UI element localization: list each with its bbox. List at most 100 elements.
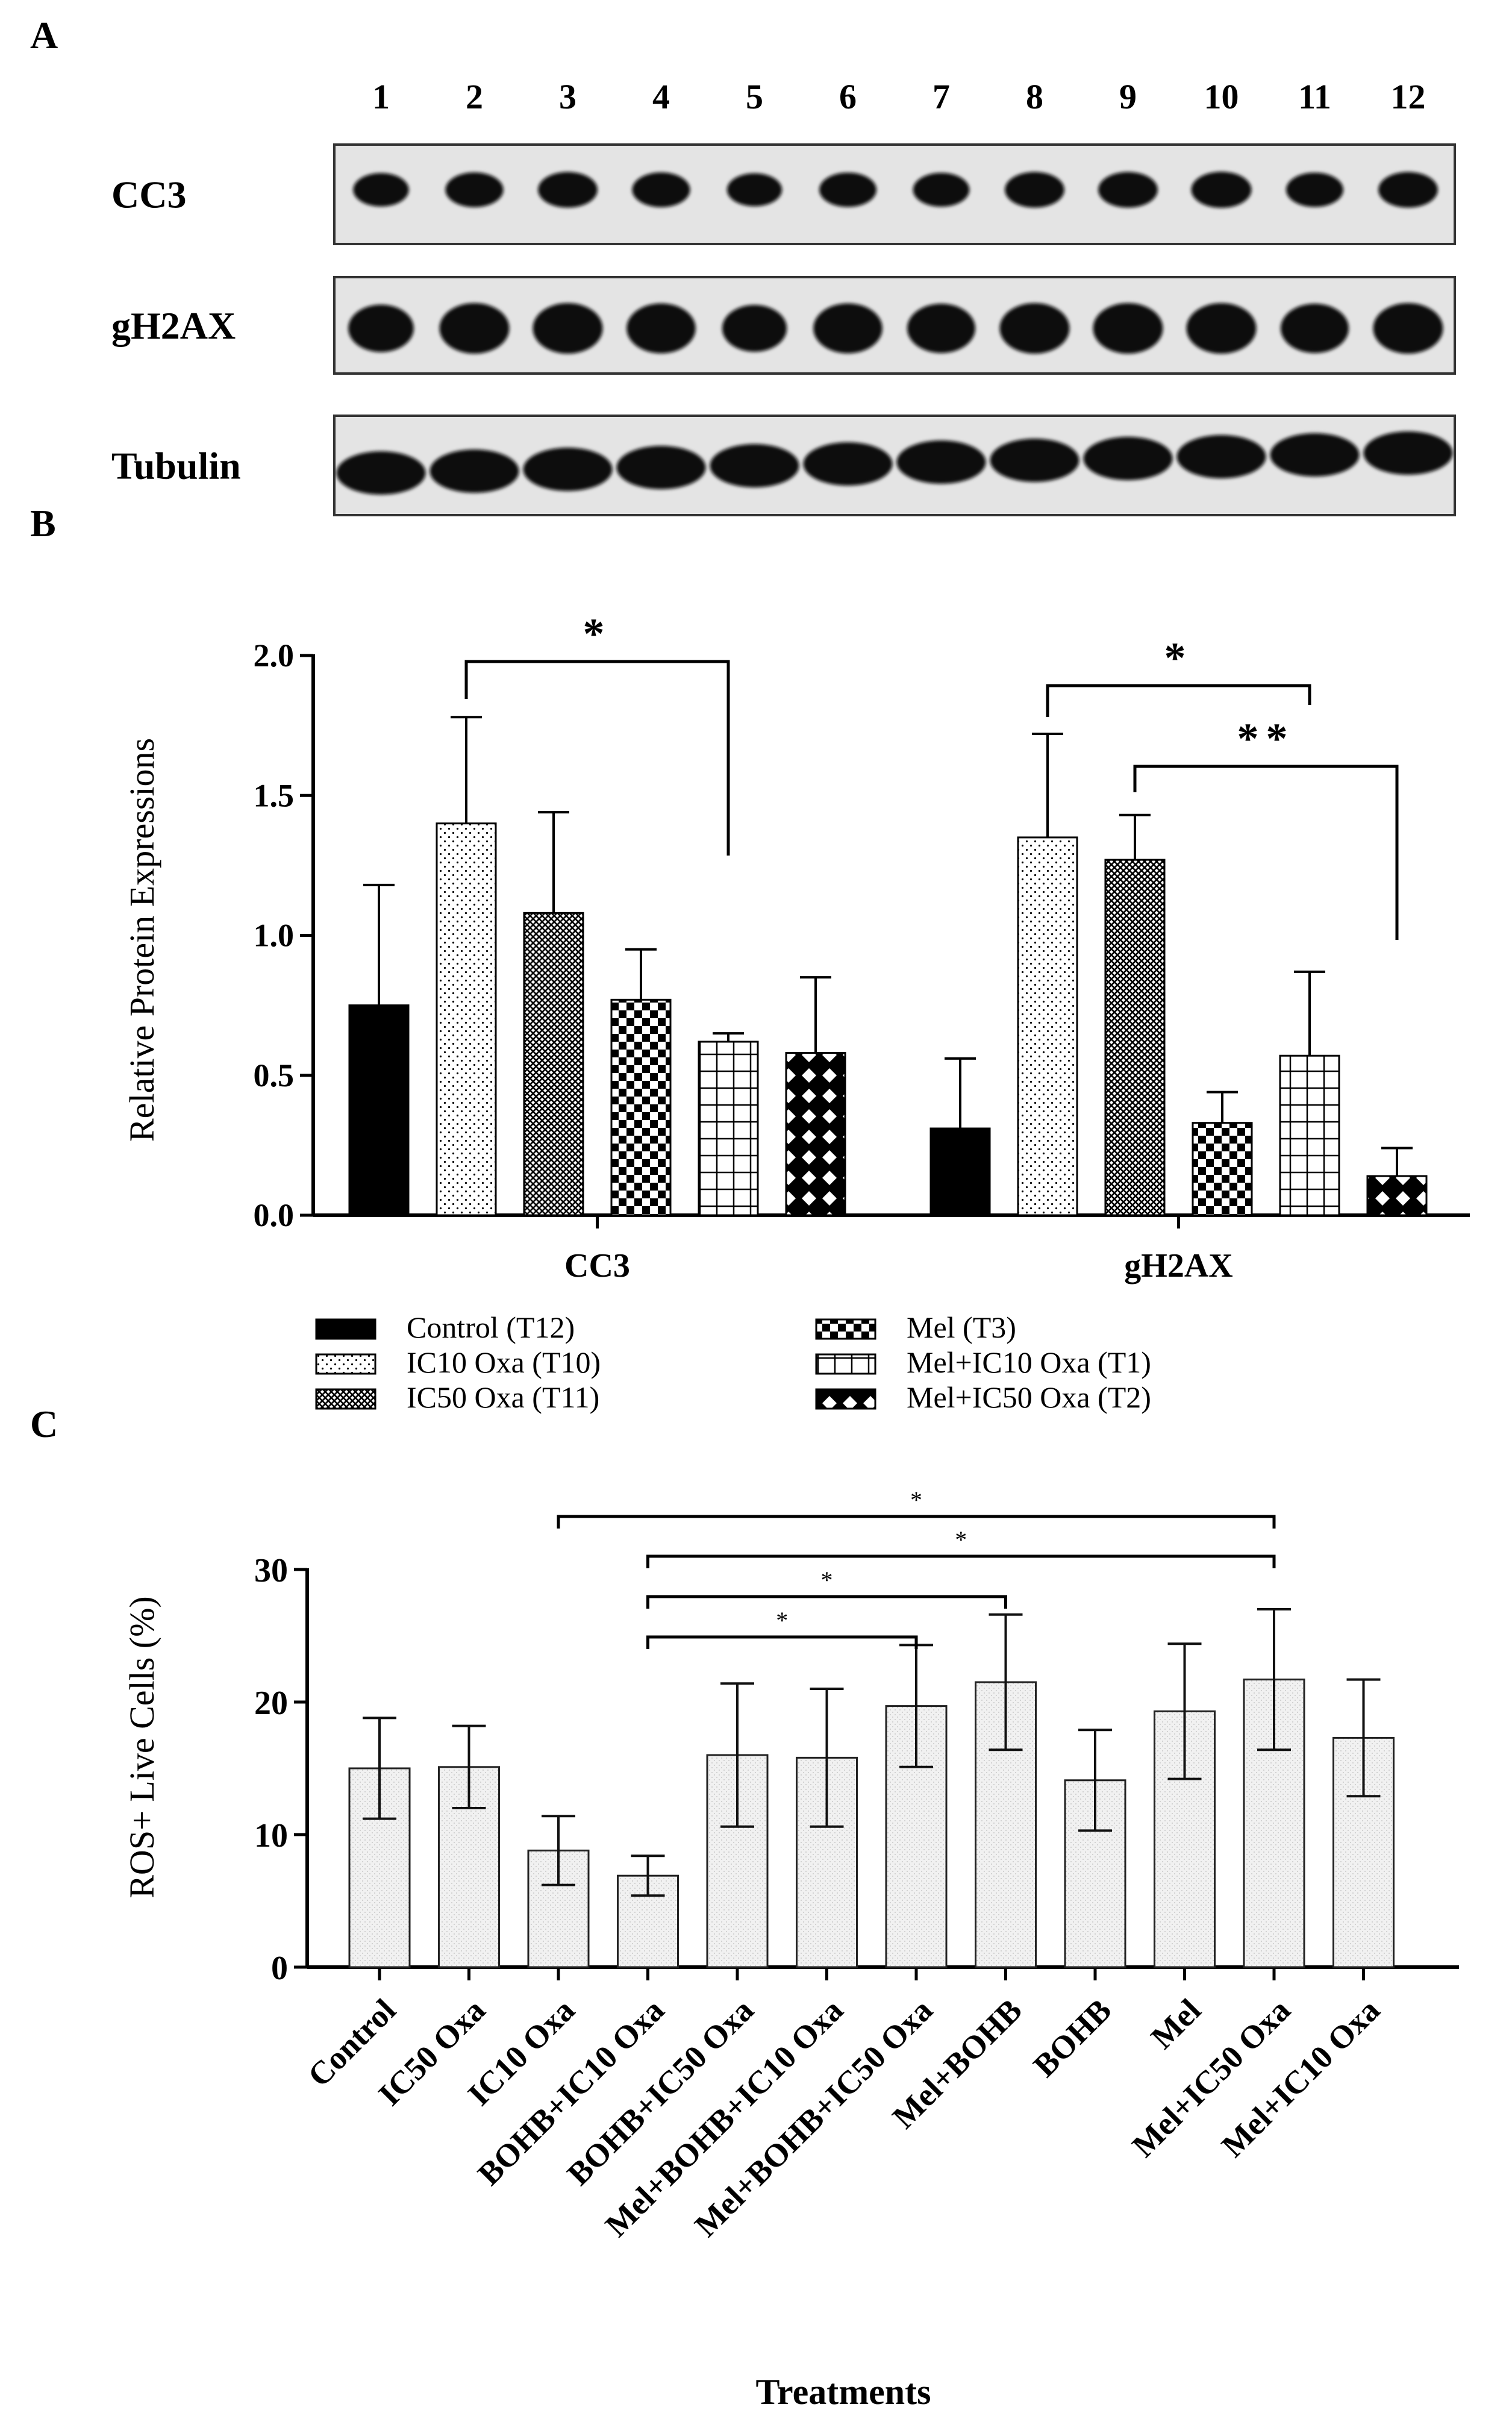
panel-b-legend-swatch-mel-t3	[815, 1318, 876, 1340]
panel-c-significance-bracket-4	[646, 1635, 918, 1649]
blot-band-gh2ax-lane-6	[813, 303, 883, 354]
panel-b-bar-gh2ax-mel-ic10-oxa-t1	[1279, 1054, 1340, 1216]
panel-b-legend-label-ic50-oxa-t11: IC50 Oxa (T11)	[407, 1380, 599, 1414]
panel-c-significance-label-2: *	[955, 1526, 967, 1553]
lane-number-2: 2	[466, 77, 483, 116]
panel-c-bars	[348, 1608, 1395, 1968]
blot-band-gh2ax-lane-1	[348, 304, 414, 352]
blot-band-tubulin-lane-8	[990, 439, 1079, 482]
panel-b-bar-cc3-mel-ic50-oxa-t2	[785, 1052, 846, 1216]
panel-b-significance-label-1: *	[583, 610, 612, 658]
blot-band-cc3-lane-7	[913, 172, 970, 207]
panel-c-significance-label-4: *	[776, 1607, 788, 1634]
blot-band-tubulin-lane-5	[710, 444, 799, 487]
panel-c-x-tick-label-mel-ic10-oxa: Mel+IC10 Oxa	[1214, 1992, 1387, 2164]
panel-b-y-tick-label-1-0: 1.0	[254, 918, 295, 954]
blot-band-cc3-lane-8	[1005, 172, 1064, 208]
panel-b: B Relative Protein Expressions 0.0 0.5 1.0…	[30, 502, 1470, 1414]
panel-b-label: B	[30, 502, 56, 545]
panel-b-bars	[348, 716, 1428, 1216]
blot-band-gh2ax-lane-11	[1280, 304, 1349, 353]
blot-band-gh2ax-lane-9	[1093, 303, 1163, 354]
lane-number-1: 1	[372, 77, 390, 116]
lane-number-6: 6	[839, 77, 857, 116]
panel-c-x-tick-label-mel-ic50-oxa: Mel+IC50 Oxa	[1125, 1992, 1298, 2164]
panel-b-x-tick-label-cc3: CC3	[564, 1247, 630, 1285]
blot-band-tubulin-lane-12	[1363, 431, 1453, 475]
lane-number-4: 4	[652, 77, 670, 116]
panel-b-legend-swatch-mel-ic10-oxa-t1	[815, 1353, 876, 1375]
blot-band-gh2ax-lane-10	[1186, 303, 1257, 354]
blot-band-tubulin-lane-6	[803, 442, 893, 486]
panel-c-significance-label-3: *	[821, 1566, 833, 1594]
blot-band-tubulin-lane-1	[336, 451, 426, 495]
panel-b-significance-label-3: **	[1237, 715, 1295, 763]
panel-c-y-tick-label-20: 20	[254, 1685, 288, 1722]
panel-b-legend-label-control-t12: Control (T12)	[407, 1310, 575, 1344]
blot-band-gh2ax-lane-2	[439, 303, 510, 354]
panel-c-y-tick-label-30: 30	[254, 1552, 288, 1589]
panel-b-significance-bracket-2	[1046, 684, 1311, 717]
panel-c-x-tick-label-bohb: BOHB	[1026, 1992, 1119, 2084]
panel-b-significance-label-2: *	[1164, 634, 1193, 682]
lane-number-12: 12	[1391, 77, 1426, 116]
panel-b-bar-cc3-ic10-oxa-t10	[436, 822, 497, 1216]
blot-band-gh2ax-lane-7	[907, 304, 976, 353]
lane-number-8: 8	[1026, 77, 1043, 116]
panel-b-y-tick-label-2-0: 2.0	[254, 637, 295, 674]
blot-band-cc3-lane-11	[1286, 172, 1343, 207]
panel-c-x-axis-title: Treatments	[755, 2372, 931, 2412]
panel-b-legend-swatch-ic10-oxa-t10	[315, 1353, 376, 1375]
panel-c-bar-mel-ic50-oxa	[1243, 1679, 1305, 1968]
blot-band-tubulin-lane-10	[1176, 435, 1266, 478]
panel-b-bar-cc3-ic50-oxa-t11	[523, 912, 584, 1216]
blot-label-cc3: CC3	[111, 174, 186, 216]
panel-b-bar-gh2ax-ic10-oxa-t10	[1017, 836, 1078, 1216]
blot-band-cc3-lane-12	[1378, 172, 1438, 208]
panel-b-y-tick-label-0-0: 0.0	[254, 1197, 295, 1233]
panel-b-significance-bracket-1	[464, 660, 730, 856]
panel-b-x-tick-label-gh2ax: gH2AX	[1124, 1247, 1232, 1285]
lane-number-9: 9	[1119, 77, 1137, 116]
panel-c-x-tick-label-mel: Mel	[1144, 1992, 1208, 2056]
panel-b-bar-gh2ax-control-t12	[929, 1127, 991, 1216]
panel-c-significance-bracket-1	[557, 1515, 1276, 1529]
lane-number-3: 3	[559, 77, 576, 116]
blot-membrane-tubulin	[333, 415, 1456, 516]
panel-c-y-tick-label-10: 10	[254, 1817, 288, 1854]
blot-band-tubulin-lane-11	[1270, 433, 1360, 477]
panel-b-legend-swatch-control-t12	[315, 1318, 376, 1340]
blot-band-cc3-lane-2	[445, 172, 504, 207]
panel-c-label: C	[30, 1403, 58, 1445]
blot-band-gh2ax-lane-8	[999, 303, 1070, 354]
panel-b-axes: 0.0 0.5 1.0 1.5 2.0 CC3 gH2AX	[254, 637, 1470, 1285]
blot-band-tubulin-lane-2	[430, 449, 519, 493]
panel-c-y-axis-title: ROS+ Live Cells (%)	[122, 1596, 161, 1898]
blot-band-gh2ax-lane-3	[533, 303, 603, 354]
lane-number-10: 10	[1204, 77, 1239, 116]
panel-b-legend-label-mel-t3: Mel (T3)	[907, 1310, 1016, 1344]
panel-b-y-tick-label-0-5: 0.5	[254, 1057, 295, 1094]
panel-b-bar-gh2ax-mel-ic50-oxa-t2	[1366, 1175, 1428, 1216]
panel-b-legend-label-mel-ic10-oxa-t1: Mel+IC10 Oxa (T1)	[907, 1345, 1151, 1379]
blot-label-gh2ax: gH2AX	[111, 304, 236, 347]
panel-b-y-axis-title: Relative Protein Expressions	[122, 738, 161, 1142]
lane-number-5: 5	[746, 77, 763, 116]
panel-c-significance-label-1: *	[910, 1486, 922, 1513]
panel-b-y-tick-label-1-5: 1.5	[254, 777, 295, 813]
blot-band-gh2ax-lane-5	[722, 305, 787, 352]
panel-c-bar-bohb-ic50-oxa	[706, 1754, 769, 1968]
blot-label-tubulin: Tubulin	[111, 445, 241, 487]
blot-band-gh2ax-lane-12	[1373, 303, 1443, 354]
lane-numbers: 1 2 3 4 5 6 7 8 9 10 11 12	[372, 77, 1426, 116]
panel-b-bar-gh2ax-mel-t3	[1192, 1122, 1253, 1216]
panel-b-bar-gh2ax-ic50-oxa-t11	[1104, 859, 1166, 1216]
blot-band-tubulin-lane-9	[1083, 437, 1173, 480]
panel-b-legend: Control (T12)IC10 Oxa (T10)IC50 Oxa (T11…	[315, 1310, 1151, 1414]
panel-b-significance-bracket-3	[1133, 765, 1399, 940]
panel-b-significance: * ***	[464, 610, 1399, 940]
blot-rows: CC3 gH2AX Tubulin	[111, 143, 1456, 516]
blot-band-cc3-lane-4	[632, 172, 690, 207]
